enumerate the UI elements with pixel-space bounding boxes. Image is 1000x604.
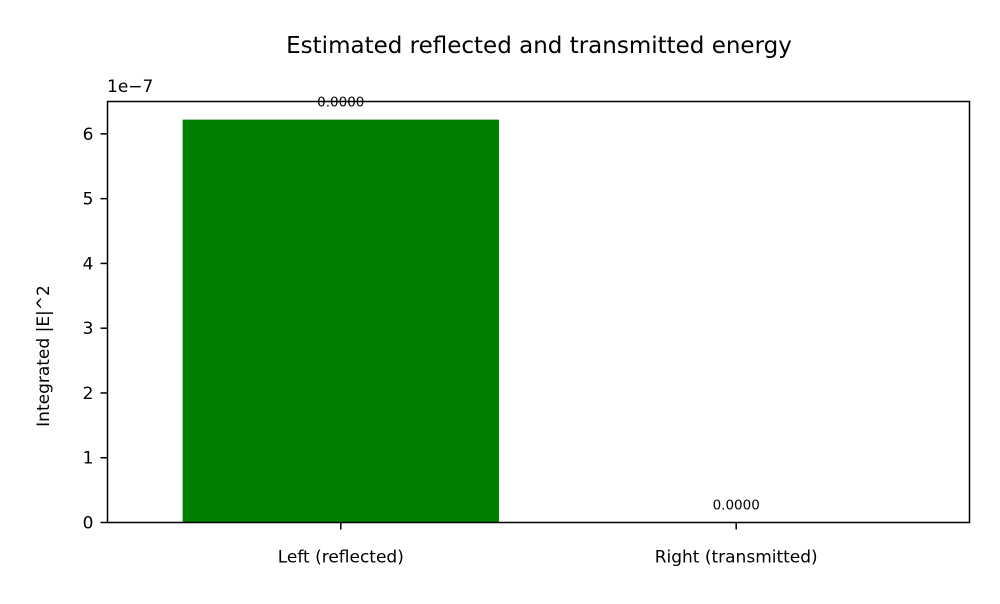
y-axis-label: Integrated |E|^2 [34, 285, 54, 427]
y-tick-label: 5 [83, 190, 94, 210]
y-axis-offset-label: 1e−7 [107, 77, 153, 97]
y-tick-label: 3 [83, 319, 94, 339]
y-tick-label: 1 [83, 449, 94, 469]
y-tick-label: 0 [83, 514, 94, 534]
x-tick-label: Left (reflected) [278, 548, 404, 568]
y-tick-label: 6 [83, 125, 94, 145]
y-tick-label: 2 [83, 384, 94, 404]
bar-data-label: 0.0000 [713, 497, 760, 513]
x-tick-label: Right (transmitted) [655, 548, 818, 568]
bar-data-label: 0.0000 [317, 95, 364, 111]
bar [183, 120, 499, 523]
chart-title: Estimated reflected and transmitted ener… [286, 33, 792, 59]
y-tick-label: 4 [83, 254, 94, 274]
